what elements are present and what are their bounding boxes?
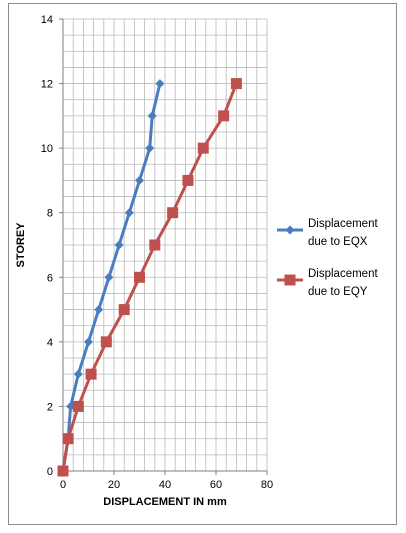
x-tick-label: 40 xyxy=(159,479,171,491)
legend: Displacement due to EQX Displacement due to… xyxy=(277,218,378,298)
x-tick-label: 80 xyxy=(261,479,273,491)
series-group xyxy=(57,78,242,477)
data-point xyxy=(104,272,114,282)
y-tick-label: 2 xyxy=(47,401,53,413)
data-point xyxy=(230,78,242,90)
data-point xyxy=(84,337,93,347)
data-point xyxy=(62,433,74,445)
data-point xyxy=(145,143,155,153)
y-tick-label: 4 xyxy=(47,337,53,349)
legend-marker xyxy=(285,225,295,235)
y-tick-label: 8 xyxy=(47,208,53,220)
x-tick-label: 20 xyxy=(108,479,120,491)
data-point xyxy=(114,240,124,250)
data-point xyxy=(182,174,194,186)
data-point xyxy=(218,110,230,122)
x-axis-title: DISPLACEMENT IN mm xyxy=(103,496,227,508)
data-point xyxy=(149,239,161,251)
series-2 xyxy=(57,78,242,477)
data-point xyxy=(197,142,209,154)
data-point xyxy=(85,368,97,380)
data-point xyxy=(167,207,179,219)
y-tick-label: 12 xyxy=(41,79,53,91)
chart-frame: 0 20 40 60 80 0 2 4 6 8 10 12 14 DISPLACEMENT IN mm… xyxy=(8,3,397,525)
data-point xyxy=(100,336,112,348)
y-tick-label: 0 xyxy=(47,466,53,478)
x-tick-label: 60 xyxy=(210,479,222,491)
legend-item-1: Displacement due to EQX xyxy=(277,218,378,248)
x-tick-labels: 0 20 40 60 80 xyxy=(60,471,273,491)
data-point xyxy=(118,304,130,316)
data-point xyxy=(57,465,69,477)
y-axis-title: STOREY xyxy=(15,222,27,268)
data-point xyxy=(135,175,144,185)
legend-item-2: Displacement due to EQY xyxy=(277,268,378,298)
y-tick-label: 14 xyxy=(41,14,53,26)
data-point xyxy=(147,111,157,121)
y-tick-label: 10 xyxy=(41,143,53,155)
legend-marker xyxy=(284,274,296,286)
data-point xyxy=(134,271,145,283)
y-tick-label: 6 xyxy=(47,272,53,284)
data-point xyxy=(124,208,134,218)
data-point xyxy=(72,400,84,412)
x-tick-label: 0 xyxy=(60,479,66,491)
data-point xyxy=(94,305,104,315)
y-tick-labels: 0 2 4 6 8 10 12 14 xyxy=(41,14,63,478)
data-point xyxy=(73,369,83,379)
legend-label: due to EQY xyxy=(308,286,368,298)
grid xyxy=(62,18,268,472)
data-point xyxy=(155,79,165,89)
legend-label: Displacement xyxy=(308,268,378,280)
line-chart: 0 20 40 60 80 0 2 4 6 8 10 12 14 DISPLACEMENT IN mm… xyxy=(15,14,378,508)
legend-label: due to EQX xyxy=(308,236,368,248)
legend-label: Displacement xyxy=(308,218,378,230)
